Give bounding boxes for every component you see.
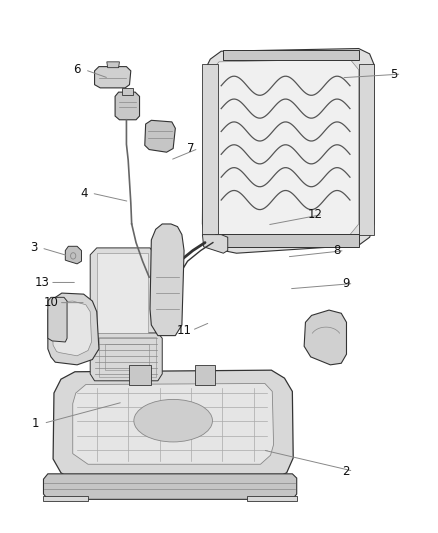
Polygon shape	[122, 88, 133, 95]
Text: 7: 7	[187, 142, 194, 155]
Polygon shape	[52, 301, 92, 356]
Polygon shape	[202, 49, 374, 253]
Polygon shape	[115, 92, 140, 120]
Ellipse shape	[134, 399, 212, 442]
Polygon shape	[215, 233, 359, 247]
Text: 4: 4	[80, 187, 88, 200]
Polygon shape	[150, 224, 184, 336]
Text: 3: 3	[30, 241, 37, 254]
Polygon shape	[65, 246, 81, 264]
Text: 12: 12	[307, 208, 322, 221]
Polygon shape	[95, 67, 131, 88]
Polygon shape	[97, 253, 148, 333]
Polygon shape	[145, 120, 175, 152]
Text: 1: 1	[32, 417, 39, 430]
Text: 11: 11	[177, 324, 191, 337]
Polygon shape	[43, 474, 297, 499]
Polygon shape	[48, 293, 99, 365]
Text: 6: 6	[73, 63, 81, 76]
Polygon shape	[90, 248, 155, 341]
Text: 2: 2	[342, 465, 350, 478]
Polygon shape	[53, 370, 293, 480]
Polygon shape	[202, 235, 228, 253]
Polygon shape	[359, 64, 374, 235]
Polygon shape	[130, 365, 151, 384]
Text: 9: 9	[342, 277, 350, 290]
Polygon shape	[43, 496, 88, 502]
Polygon shape	[48, 297, 67, 342]
Text: 10: 10	[43, 296, 58, 309]
Polygon shape	[212, 59, 359, 235]
Polygon shape	[195, 365, 215, 384]
Text: 13: 13	[35, 276, 49, 289]
Polygon shape	[107, 62, 120, 68]
Polygon shape	[247, 496, 297, 502]
Text: 5: 5	[390, 68, 397, 80]
Polygon shape	[202, 64, 218, 235]
Polygon shape	[223, 50, 359, 60]
Polygon shape	[73, 383, 274, 464]
Polygon shape	[90, 333, 162, 381]
Text: 8: 8	[333, 244, 341, 257]
Polygon shape	[304, 310, 346, 365]
